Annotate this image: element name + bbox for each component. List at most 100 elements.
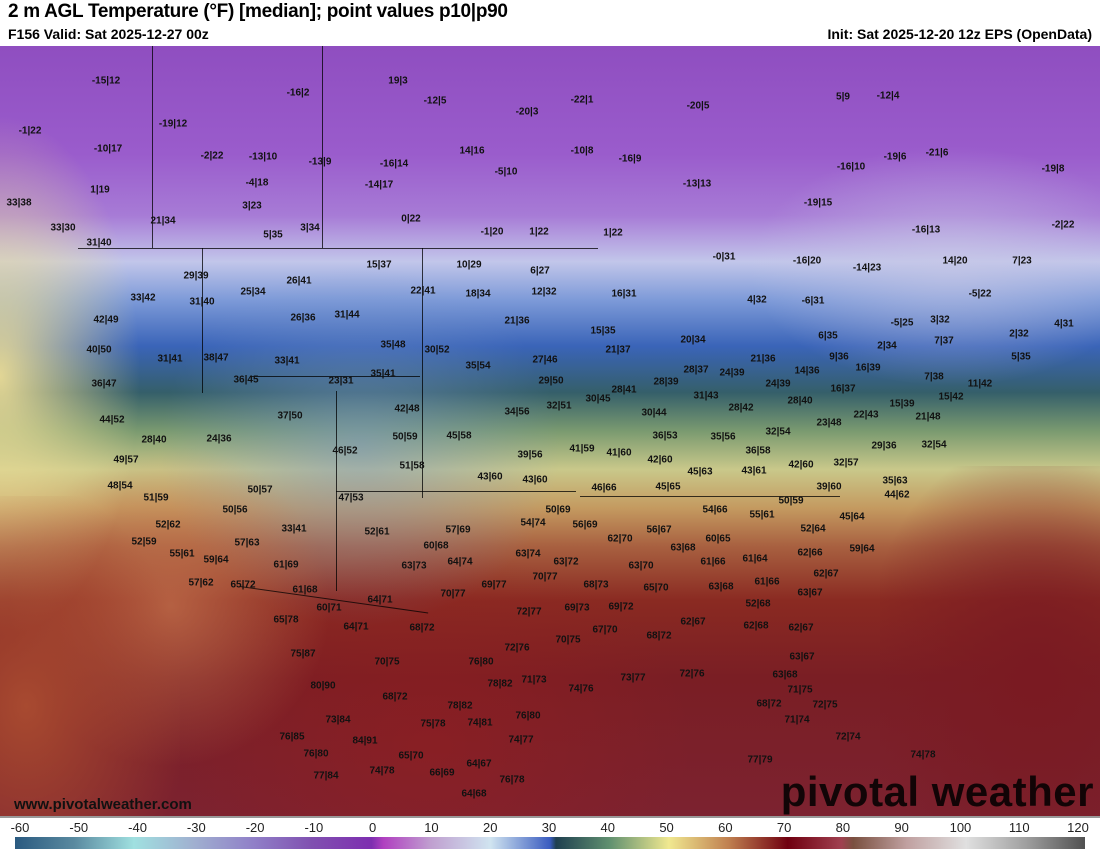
state-border	[580, 496, 840, 497]
colorbar-gradient	[15, 837, 1085, 849]
point-value-label: 76|80	[468, 656, 494, 668]
point-value-label: 33|41	[281, 523, 307, 535]
point-value-label: 61|66	[754, 576, 780, 588]
point-value-label: -16|10	[836, 161, 866, 173]
point-value-label: -14|17	[364, 179, 394, 191]
point-value-label: 50|56	[222, 504, 248, 516]
point-value-label: -5|22	[968, 288, 992, 300]
point-value-label: 1|22	[529, 226, 549, 238]
point-value-label: 45|65	[655, 481, 681, 493]
state-border	[250, 376, 420, 377]
point-value-label: 66|69	[429, 767, 455, 779]
point-value-label: 63|68	[772, 669, 798, 681]
point-value-label: 64|68	[461, 788, 487, 800]
colorbar-tick-label: 90	[894, 820, 909, 835]
point-value-label: 65|70	[398, 750, 424, 762]
point-value-label: 76|80	[515, 710, 541, 722]
point-value-label: 62|68	[743, 620, 769, 632]
point-value-label: -13|13	[682, 178, 712, 190]
point-value-label: 35|48	[380, 339, 406, 351]
point-value-label: 30|52	[424, 344, 450, 356]
point-value-label: 7|38	[924, 371, 944, 383]
point-value-label: 2|32	[1009, 328, 1029, 340]
point-value-label: 21|37	[605, 344, 631, 356]
point-value-label: 65|70	[643, 582, 669, 594]
point-value-label: 49|57	[113, 454, 139, 466]
point-value-label: 31|40	[189, 296, 215, 308]
point-value-label: 15|42	[938, 391, 964, 403]
point-value-label: 28|40	[787, 395, 813, 407]
point-value-label: 51|58	[399, 460, 425, 472]
point-value-label: 29|39	[183, 270, 209, 282]
colorbar-tick-label: 50	[659, 820, 674, 835]
temperature-map[interactable]: -15|12 -16|2 19|3 -12|5 -22|1 -20|5 5|9 -12|4 -1…	[0, 46, 1100, 816]
point-value-label: 23|31	[328, 375, 354, 387]
point-value-label: 41|59	[569, 443, 595, 455]
point-value-label: 84|91	[352, 735, 378, 747]
point-value-label: 68|73	[583, 579, 609, 591]
point-value-label: 46|66	[591, 482, 617, 494]
colorbar-tick-label: 80	[835, 820, 851, 835]
point-value-label: 60|68	[423, 540, 449, 552]
point-value-label: 69|77	[481, 579, 507, 591]
point-value-label: 15|35	[590, 325, 616, 337]
point-value-label: 60|65	[705, 533, 731, 545]
point-value-label: -22|1	[570, 94, 594, 106]
point-value-label: -1|22	[18, 125, 42, 137]
point-value-label: 63|70	[628, 560, 654, 572]
point-value-label: 43|60	[477, 471, 503, 483]
state-border	[422, 248, 423, 498]
point-value-label: 28|42	[728, 402, 754, 414]
point-value-label: 9|36	[829, 351, 849, 363]
point-value-label: 80|90	[310, 680, 336, 692]
point-value-label: 68|72	[646, 630, 672, 642]
point-value-label: 74|78	[369, 765, 395, 777]
point-value-label: 69|72	[608, 601, 634, 613]
point-value-label: 59|64	[203, 554, 229, 566]
point-value-label: 33|30	[50, 222, 76, 234]
point-value-label: -13|9	[308, 156, 332, 168]
point-value-label: 76|85	[279, 731, 305, 743]
point-value-label: 72|74	[835, 731, 861, 743]
point-value-label: 73|84	[325, 714, 351, 726]
point-value-label: 78|82	[487, 678, 513, 690]
point-value-label: 68|72	[382, 691, 408, 703]
colorbar-tick-label: -10	[304, 820, 324, 835]
point-value-label: 72|76	[504, 642, 530, 654]
point-value-label: 64|74	[447, 556, 473, 568]
point-value-label: 74|77	[508, 734, 534, 746]
point-value-label: 16|37	[830, 383, 856, 395]
point-value-label: 74|81	[467, 717, 493, 729]
point-value-label: 40|50	[86, 344, 112, 356]
point-value-label: 50|59	[778, 495, 804, 507]
point-value-label: 44|62	[884, 489, 910, 501]
point-value-label: 7|23	[1012, 255, 1032, 267]
point-value-label: 26|41	[286, 275, 312, 287]
colorbar-tick-label: -30	[186, 820, 206, 835]
point-value-label: -12|5	[423, 95, 447, 107]
point-value-label: 1|22	[603, 227, 623, 239]
point-value-label: 63|73	[401, 560, 427, 572]
point-value-label: 35|54	[465, 360, 491, 372]
point-value-label: 31|41	[157, 353, 183, 365]
point-value-label: -19|8	[1041, 163, 1065, 175]
point-value-label: 62|66	[797, 547, 823, 559]
us-canada-border	[78, 248, 598, 249]
point-value-label: 12|32	[531, 286, 557, 298]
point-value-label: 26|36	[290, 312, 316, 324]
point-value-label: 70|75	[555, 634, 581, 646]
point-value-label: 25|34	[240, 286, 266, 298]
point-value-label: 60|71	[316, 602, 342, 614]
point-value-label: 14|20	[942, 255, 968, 267]
point-value-label: 19|3	[388, 75, 408, 87]
point-value-label: 24|39	[765, 378, 791, 390]
point-value-label: 5|35	[263, 229, 283, 241]
init-time: Init: Sat 2025-12-20 12z EPS (OpenData)	[827, 26, 1092, 42]
point-value-label: 72|76	[679, 668, 705, 680]
point-value-label: 61|64	[742, 553, 768, 565]
point-value-label: 30|44	[641, 407, 667, 419]
point-value-label: 76|78	[499, 774, 525, 786]
point-value-label: -1|20	[480, 226, 504, 238]
point-value-label: 21|36	[750, 353, 776, 365]
point-value-label: 33|41	[274, 355, 300, 367]
